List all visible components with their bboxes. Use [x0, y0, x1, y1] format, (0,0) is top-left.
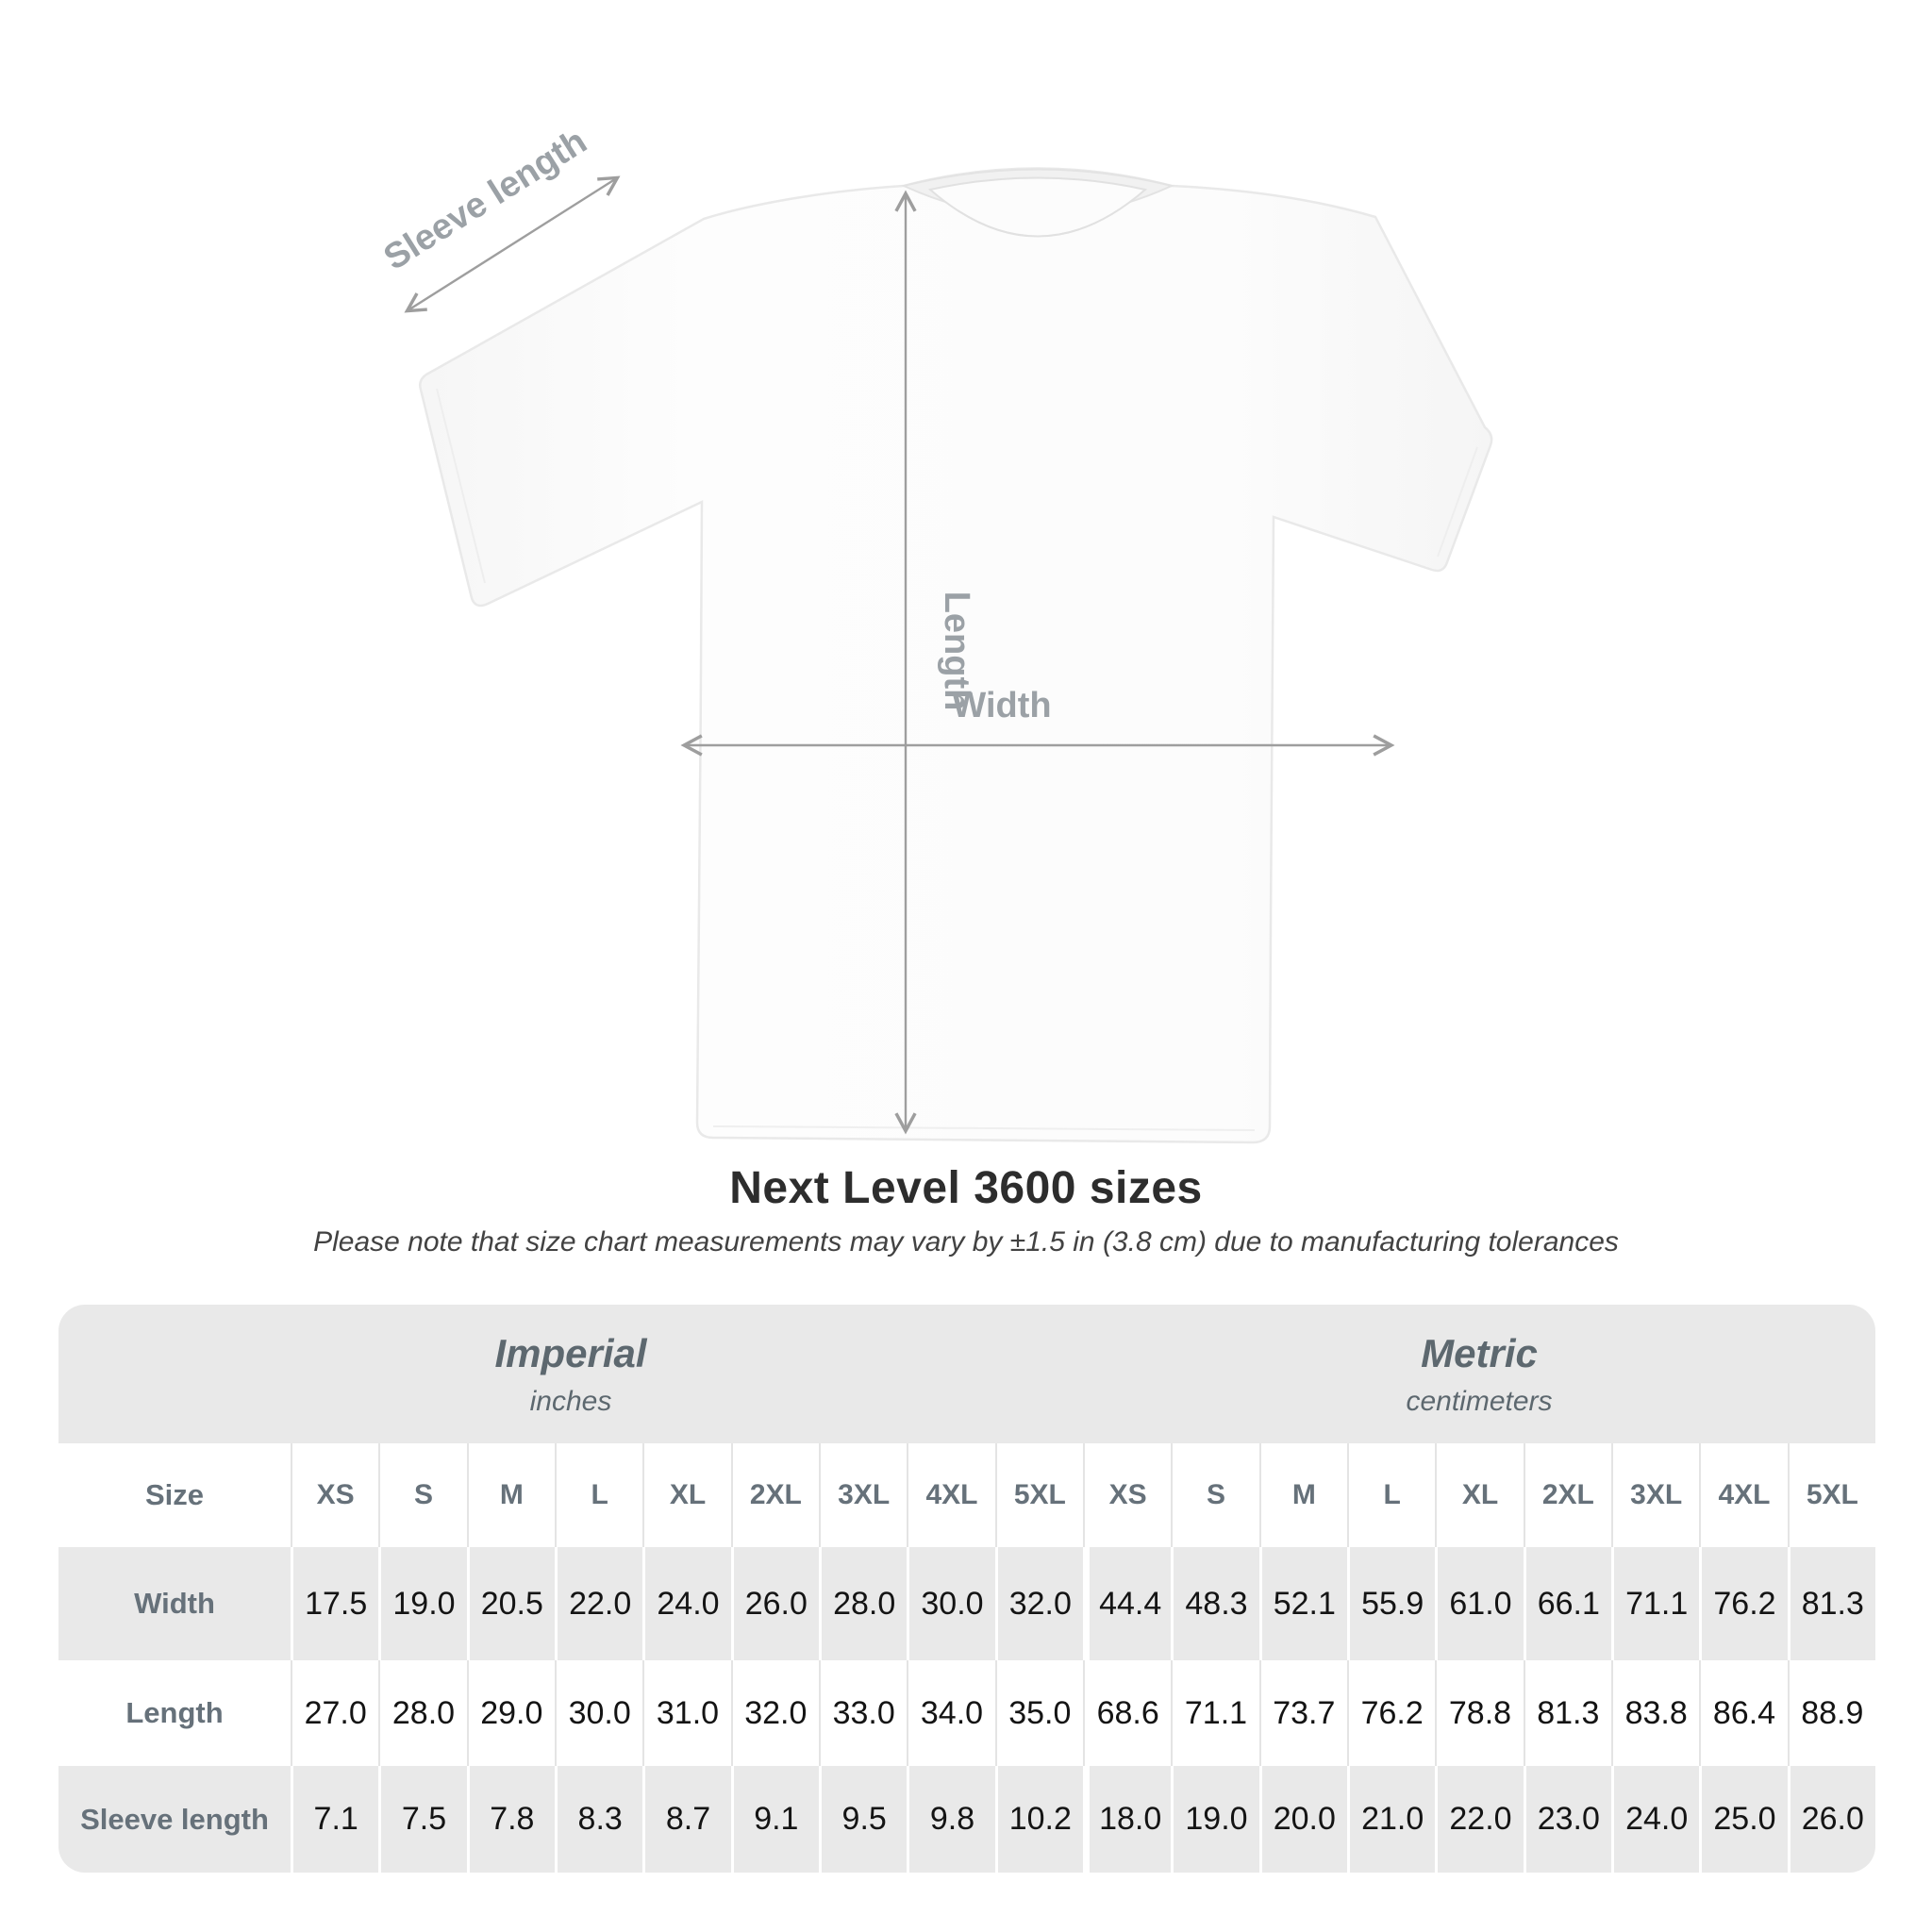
imperial-label: Imperial	[494, 1330, 647, 1375]
table-cell: 83.8	[1611, 1660, 1699, 1766]
table-cell: 21.0	[1347, 1766, 1435, 1873]
table-cell: 24.0	[642, 1547, 730, 1660]
sleeve-length-arrow	[404, 175, 621, 313]
unit-group-imperial: Imperial inches	[58, 1305, 1083, 1443]
tolerance-note: Please note that size chart measurements…	[313, 1226, 1619, 1257]
tshirt-measurement-diagram: Sleeve length Length Width	[377, 122, 1493, 1144]
table-cell: 44.4	[1083, 1547, 1171, 1660]
size-col-header: S	[1171, 1443, 1258, 1547]
unit-group-metric: Metric centimeters	[1083, 1305, 1875, 1443]
table-row-width: Width 17.5 19.0 20.5 22.0 24.0 26.0 28.0…	[58, 1547, 1875, 1660]
table-cell: 61.0	[1435, 1547, 1523, 1660]
size-col-header: M	[1258, 1443, 1347, 1547]
table-cell: 8.7	[642, 1766, 730, 1873]
table-cell: 28.0	[819, 1547, 907, 1660]
table-cell: 9.8	[907, 1766, 994, 1873]
table-cell: 71.1	[1611, 1547, 1699, 1660]
metric-label: Metric	[1421, 1330, 1538, 1375]
table-cell: 20.5	[466, 1547, 555, 1660]
table-cell: 86.4	[1699, 1660, 1787, 1766]
table-cell: 19.0	[1171, 1766, 1258, 1873]
imperial-unit: inches	[529, 1385, 612, 1417]
table-cell: 71.1	[1171, 1660, 1258, 1766]
row-label: Sleeve length	[80, 1802, 269, 1836]
table-cell: 7.1	[291, 1766, 378, 1873]
table-cell: 88.9	[1787, 1660, 1875, 1766]
size-col-header: 3XL	[819, 1443, 907, 1547]
size-col-header: L	[1347, 1443, 1435, 1547]
table-cell: 9.5	[819, 1766, 907, 1873]
table-cell: 34.0	[907, 1660, 994, 1766]
size-col-header: 5XL	[1787, 1443, 1875, 1547]
table-cell: 48.3	[1171, 1547, 1258, 1660]
length-label: Length	[937, 591, 976, 711]
table-cell: 33.0	[819, 1660, 907, 1766]
table-cell: 18.0	[1083, 1766, 1171, 1873]
size-col-header: XL	[642, 1443, 730, 1547]
table-cell: 7.8	[466, 1766, 555, 1873]
size-col-header: M	[466, 1443, 555, 1547]
table-cell: 31.0	[642, 1660, 730, 1766]
size-col-header: L	[555, 1443, 642, 1547]
size-col-header: XS	[291, 1443, 378, 1547]
table-row-length: Length 27.0 28.0 29.0 30.0 31.0 32.0 33.…	[58, 1660, 1875, 1766]
table-cell: 68.6	[1083, 1660, 1171, 1766]
row-label: Length	[125, 1696, 224, 1729]
table-cell: 81.3	[1787, 1547, 1875, 1660]
size-col-header: 2XL	[1523, 1443, 1611, 1547]
table-cell: 66.1	[1523, 1547, 1611, 1660]
table-cell: 32.0	[994, 1547, 1083, 1660]
table-cell: 78.8	[1435, 1660, 1523, 1766]
table-cell: 7.5	[378, 1766, 466, 1873]
table-cell: 73.7	[1258, 1660, 1347, 1766]
table-cell: 22.0	[1435, 1766, 1523, 1873]
table-cell: 81.3	[1523, 1660, 1611, 1766]
row-label: Width	[134, 1587, 215, 1620]
table-cell: 76.2	[1347, 1660, 1435, 1766]
table-cell: 52.1	[1258, 1547, 1347, 1660]
table-cell: 35.0	[994, 1660, 1083, 1766]
table-cell: 32.0	[730, 1660, 819, 1766]
table-cell: 30.0	[907, 1547, 994, 1660]
width-label: Width	[952, 686, 1051, 725]
size-col-header: 4XL	[1699, 1443, 1787, 1547]
size-col-header: XS	[1083, 1443, 1171, 1547]
table-cell: 23.0	[1523, 1766, 1611, 1873]
size-col-header: 5XL	[994, 1443, 1083, 1547]
table-cell: 22.0	[555, 1547, 642, 1660]
size-header-label: Size	[144, 1478, 205, 1511]
table-cell: 28.0	[378, 1660, 466, 1766]
table-cell: 55.9	[1347, 1547, 1435, 1660]
size-chart-table: Imperial inches Metric centimeters Size …	[58, 1305, 1875, 1873]
table-cell: 26.0	[730, 1547, 819, 1660]
metric-unit: centimeters	[1406, 1385, 1553, 1417]
table-cell: 8.3	[555, 1766, 642, 1873]
page-title: Next Level 3600 sizes	[729, 1163, 1203, 1213]
table-row-sleeve-length: Sleeve length 7.1 7.5 7.8 8.3 8.7 9.1 9.…	[58, 1766, 1875, 1873]
size-col-header: S	[378, 1443, 466, 1547]
tshirt-image	[419, 167, 1493, 1144]
table-cell: 26.0	[1787, 1766, 1875, 1873]
table-cell: 19.0	[378, 1547, 466, 1660]
size-col-header: 3XL	[1611, 1443, 1699, 1547]
table-cell: 17.5	[291, 1547, 378, 1660]
table-cell: 10.2	[994, 1766, 1083, 1873]
unit-group-header-row: Imperial inches Metric centimeters	[58, 1305, 1875, 1443]
table-cell: 9.1	[730, 1766, 819, 1873]
size-header-row: Size XS S M L XL 2XL 3XL 4XL 5XL XS S M …	[58, 1443, 1875, 1547]
size-col-header: XL	[1435, 1443, 1523, 1547]
size-col-header: 2XL	[730, 1443, 819, 1547]
table-cell: 20.0	[1258, 1766, 1347, 1873]
table-cell: 29.0	[466, 1660, 555, 1766]
table-cell: 24.0	[1611, 1766, 1699, 1873]
size-col-header: 4XL	[907, 1443, 994, 1547]
table-cell: 76.2	[1699, 1547, 1787, 1660]
sleeve-length-label: Sleeve length	[377, 122, 594, 278]
table-cell: 27.0	[291, 1660, 378, 1766]
table-cell: 30.0	[555, 1660, 642, 1766]
table-cell: 25.0	[1699, 1766, 1787, 1873]
